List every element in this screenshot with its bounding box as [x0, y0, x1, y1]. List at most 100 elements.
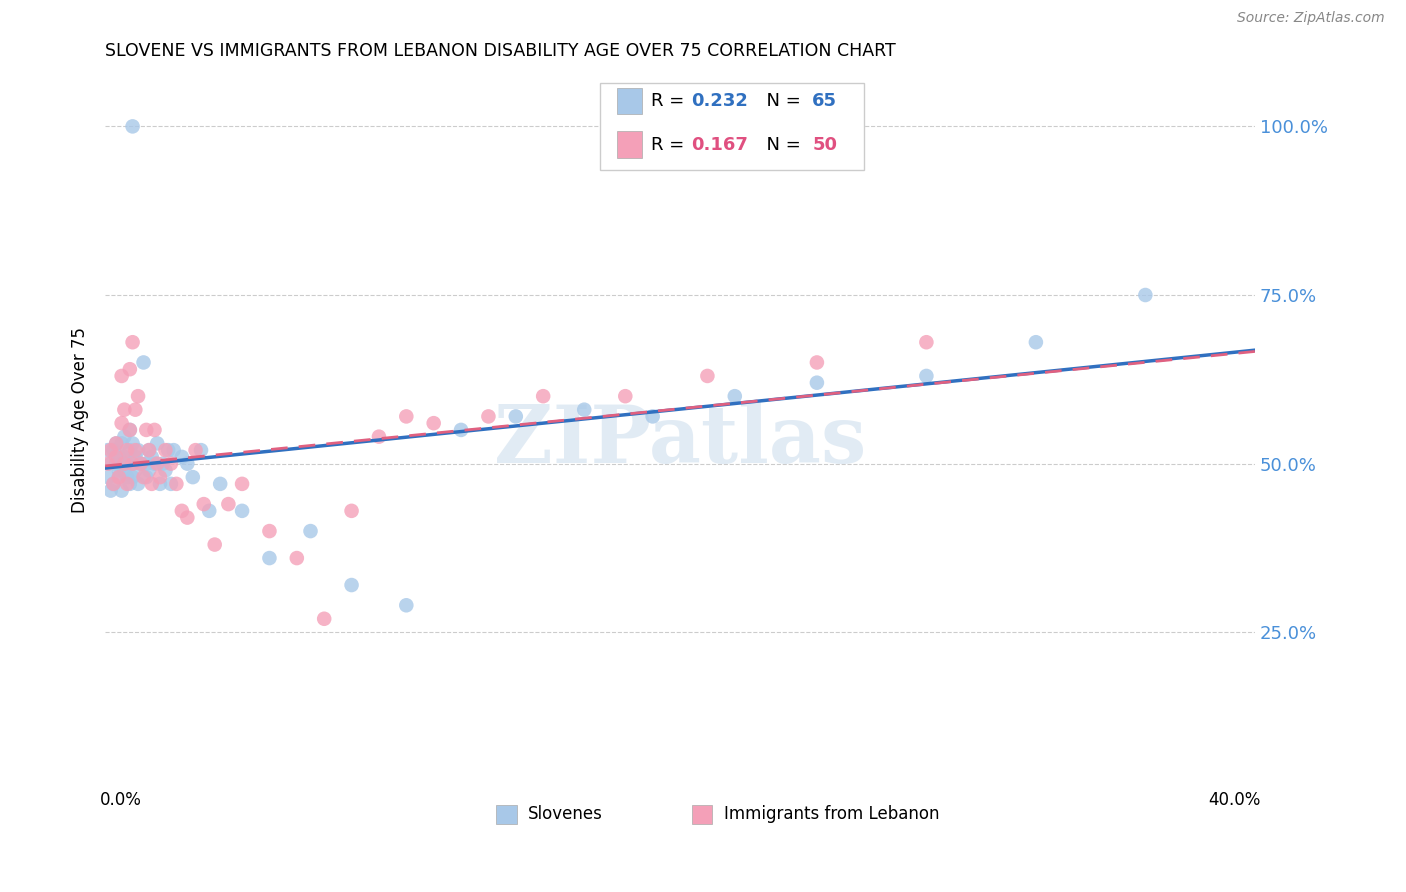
Point [118, 476, 141, 491]
Point [259, 524, 281, 538]
Point [198, 504, 221, 518]
Text: 0.232: 0.232 [692, 92, 748, 110]
Text: N =: N = [755, 92, 806, 110]
Point [141, 450, 163, 464]
Point [124, 443, 146, 458]
Point [97, 470, 120, 484]
Point [135, 423, 157, 437]
Point [118, 443, 141, 458]
Point [170, 504, 193, 518]
Point [477, 409, 499, 424]
Point [135, 470, 157, 484]
Point [124, 450, 146, 464]
Point [184, 443, 207, 458]
Point [105, 436, 128, 450]
Point [111, 436, 134, 450]
Point [641, 409, 664, 424]
Bar [617, 131, 643, 158]
Point [97, 457, 120, 471]
Point [111, 416, 134, 430]
Point [112, 457, 135, 471]
Point [614, 389, 637, 403]
Point [108, 470, 131, 484]
Text: 0.0%: 0.0% [100, 791, 142, 809]
Point [314, 612, 336, 626]
Point [163, 443, 186, 458]
Point [115, 457, 138, 471]
Point [112, 430, 135, 444]
Text: 0.167: 0.167 [692, 136, 748, 153]
Point [395, 409, 418, 424]
Point [118, 362, 141, 376]
FancyBboxPatch shape [599, 83, 863, 169]
Point [138, 443, 160, 458]
Point [108, 470, 131, 484]
Point [121, 335, 143, 350]
Point [149, 476, 172, 491]
Point [155, 443, 177, 458]
Point [103, 476, 125, 491]
Point [696, 368, 718, 383]
Point [100, 457, 122, 471]
Point [108, 463, 131, 477]
Point [422, 416, 444, 430]
Point [121, 120, 143, 134]
Text: 65: 65 [813, 92, 837, 110]
Point [259, 551, 281, 566]
Point [111, 457, 134, 471]
Point [111, 368, 134, 383]
Point [531, 389, 554, 403]
Point [115, 476, 138, 491]
Point [121, 436, 143, 450]
Point [115, 443, 138, 458]
Point [132, 470, 155, 484]
Point [299, 524, 322, 538]
Point [121, 457, 143, 471]
Point [124, 463, 146, 477]
Point [806, 376, 828, 390]
Point [129, 457, 152, 471]
Point [285, 551, 308, 566]
Text: N =: N = [755, 136, 806, 153]
Point [204, 538, 226, 552]
Point [165, 476, 187, 491]
Point [157, 443, 180, 458]
Point [135, 457, 157, 471]
Point [105, 457, 128, 471]
Point [915, 335, 938, 350]
Point [143, 423, 166, 437]
Point [181, 470, 204, 484]
Point [170, 450, 193, 464]
Point [111, 483, 134, 498]
Point [217, 497, 239, 511]
Point [138, 463, 160, 477]
Bar [617, 87, 643, 114]
Point [209, 476, 232, 491]
Point [724, 389, 747, 403]
Point [146, 436, 169, 450]
Point [103, 443, 125, 458]
Point [118, 423, 141, 437]
Point [340, 578, 363, 592]
Point [190, 443, 212, 458]
Text: Source: ZipAtlas.com: Source: ZipAtlas.com [1237, 12, 1385, 25]
Point [155, 463, 177, 477]
Point [193, 497, 215, 511]
Point [149, 470, 172, 484]
Point [132, 355, 155, 369]
Point [574, 402, 596, 417]
Bar [496, 805, 517, 824]
Point [915, 368, 938, 383]
Point [160, 457, 183, 471]
Bar [692, 805, 713, 824]
Point [112, 402, 135, 417]
Point [103, 476, 125, 491]
Point [138, 443, 160, 458]
Point [450, 423, 472, 437]
Point [160, 476, 183, 491]
Point [97, 443, 120, 458]
Point [105, 450, 128, 464]
Point [368, 430, 391, 444]
Y-axis label: Disability Age Over 75: Disability Age Over 75 [72, 326, 89, 513]
Point [143, 457, 166, 471]
